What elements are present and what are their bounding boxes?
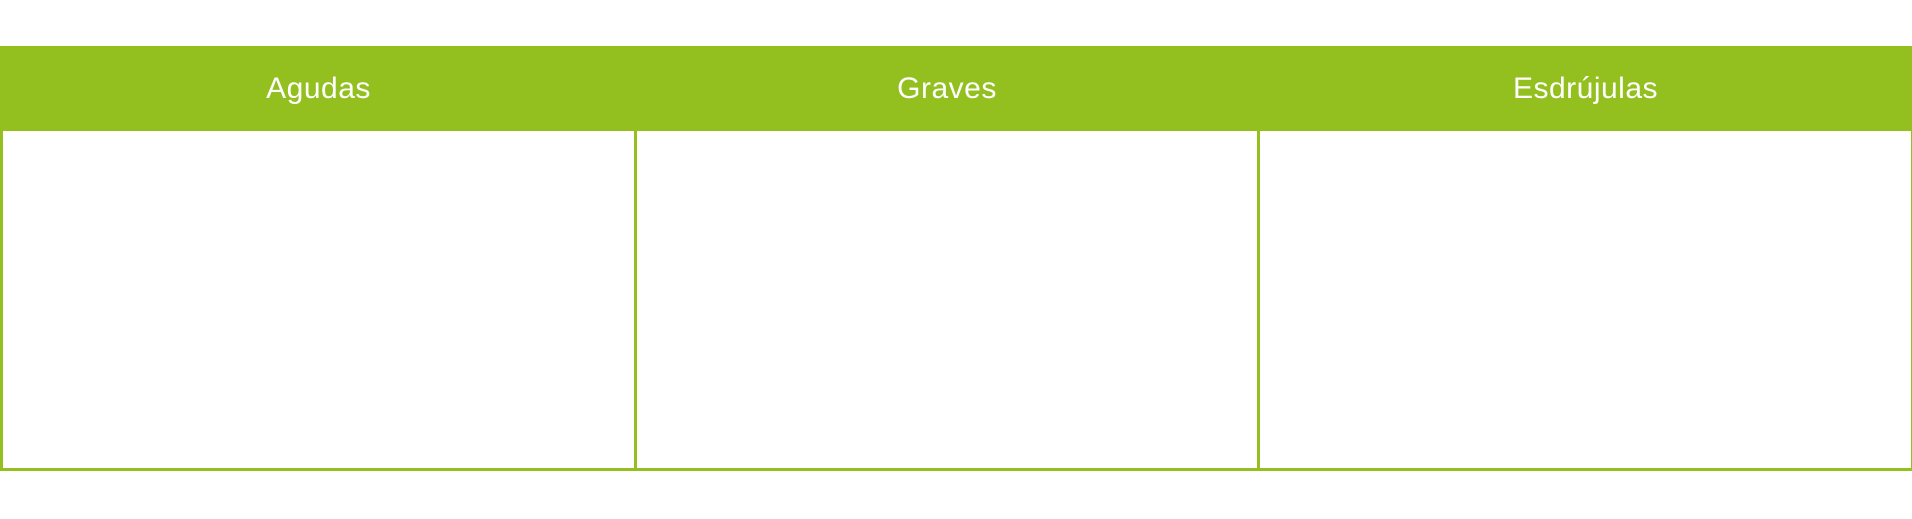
header-row: Agudas Graves Esdrújulas: [0, 46, 1912, 131]
header-graves: Graves: [634, 46, 1260, 131]
content-row: [0, 128, 1912, 471]
header-esdrujulas: Esdrújulas: [1257, 46, 1912, 131]
cell-esdrujulas: [1257, 128, 1912, 471]
classification-grid: Agudas Graves Esdrújulas: [0, 46, 1912, 471]
cell-graves: [634, 128, 1260, 471]
word-classification-table: Agudas Graves Esdrújulas: [0, 46, 1912, 471]
cell-agudas: [0, 128, 637, 471]
header-agudas: Agudas: [0, 46, 637, 131]
